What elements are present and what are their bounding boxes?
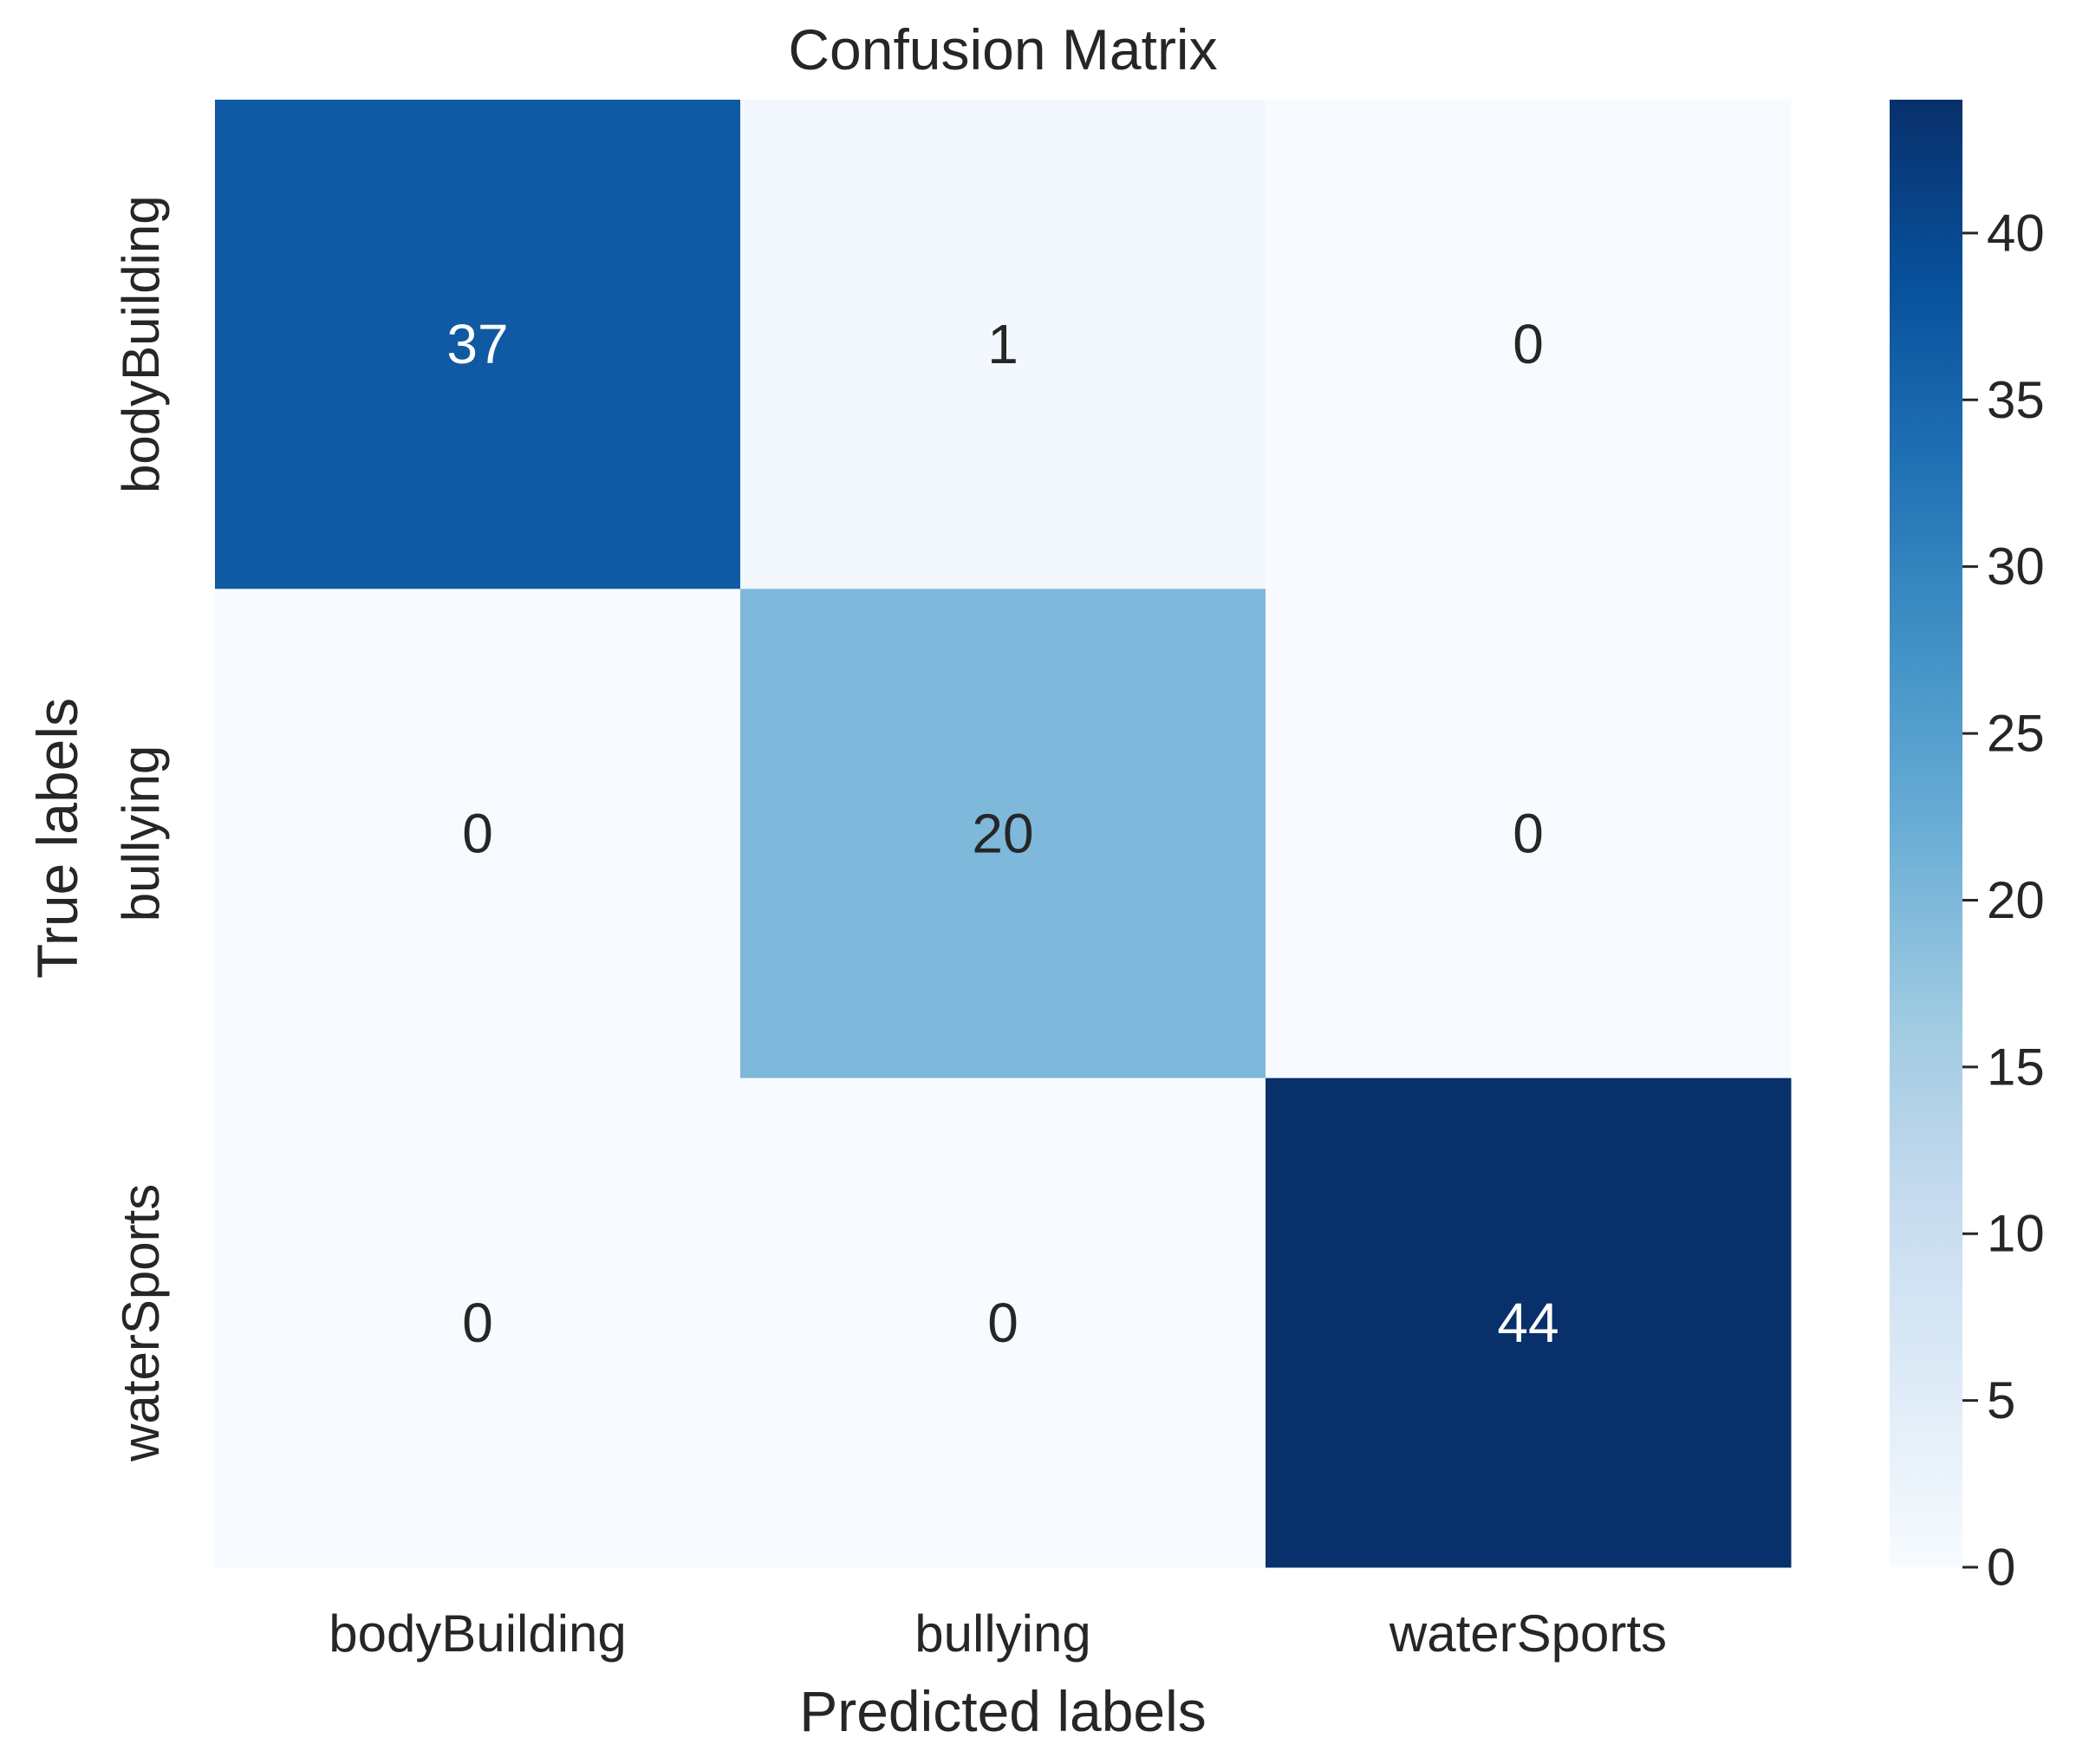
heatmap-cell [1266,100,1792,589]
x-tick-labels: bodyBuilding bullying waterSports [329,1605,1667,1663]
heatmap-cells [215,100,1792,1568]
colorbar-tick-label: 25 [1987,705,2045,763]
colorbar-tick-label: 5 [1987,1371,2015,1429]
heatmap-cell [740,589,1266,1079]
heatmap-cell [740,1077,1266,1568]
cell-value: 37 [446,313,508,375]
colorbar-ticks: 0 5 10 15 20 25 30 35 40 [1962,204,2045,1597]
y-tick-label: waterSports [112,1184,170,1462]
colorbar-tick-label: 40 [1987,204,2045,262]
heatmap-cell [215,1077,741,1568]
colorbar-tick-label: 15 [1987,1038,2045,1096]
cell-value: 0 [1513,803,1544,865]
x-tick-label: waterSports [1389,1605,1667,1663]
cell-value: 0 [462,803,493,865]
y-axis-label: True labels [25,698,89,979]
cell-value: 1 [987,313,1018,375]
y-tick-labels: bodyBuilding bullying waterSports [112,195,170,1462]
y-tick-label: bodyBuilding [112,195,170,493]
cell-value: 20 [972,803,1033,865]
heatmap-cell [1266,1077,1792,1568]
x-tick-label: bodyBuilding [329,1605,627,1663]
colorbar [1890,100,1962,1567]
cell-annotations: 37 1 0 0 20 0 0 0 44 [446,313,1559,1354]
heatmap-cell [215,589,741,1079]
colorbar-tick-label: 10 [1987,1205,2045,1263]
cell-value: 0 [1513,313,1544,375]
heatmap-cell [740,100,1266,589]
colorbar-tick-label: 0 [1987,1539,2015,1597]
x-axis-label: Predicted labels [799,1679,1207,1743]
colorbar-tick-label: 30 [1987,537,2045,596]
colorbar-tick-label: 20 [1987,871,2045,929]
cell-value: 44 [1497,1292,1559,1354]
y-tick-label: bullying [112,745,170,921]
x-tick-label: bullying [914,1605,1090,1663]
cell-value: 0 [987,1292,1018,1354]
cell-value: 0 [462,1292,493,1354]
colorbar-tick-label: 35 [1987,371,2045,429]
chart-title: Confusion Matrix [788,17,1217,81]
heatmap-cell [215,100,741,589]
heatmap-cell [1266,589,1792,1079]
